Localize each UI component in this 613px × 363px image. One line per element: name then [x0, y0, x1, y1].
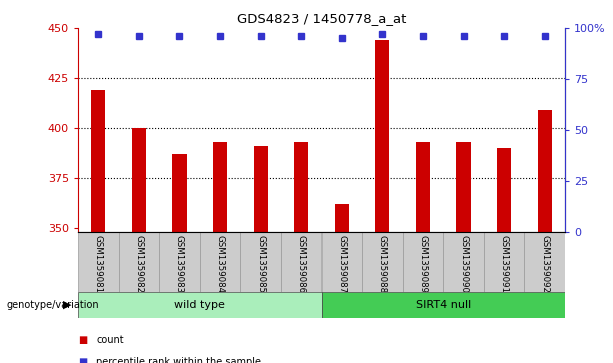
Bar	[497, 148, 511, 232]
Bar	[524, 232, 565, 292]
Text: GSM1359082: GSM1359082	[134, 235, 143, 293]
Text: percentile rank within the sample: percentile rank within the sample	[96, 356, 261, 363]
Bar	[335, 204, 349, 232]
Text: wild type: wild type	[174, 300, 225, 310]
Bar	[78, 292, 321, 318]
Bar	[403, 232, 443, 292]
Text: GSM1359085: GSM1359085	[256, 235, 265, 293]
Bar	[118, 232, 159, 292]
Bar	[281, 232, 321, 292]
Bar	[538, 110, 552, 232]
Text: ▶: ▶	[63, 300, 72, 310]
Bar	[240, 232, 281, 292]
Text: genotype/variation: genotype/variation	[6, 300, 99, 310]
Bar	[321, 292, 565, 318]
Text: GSM1359092: GSM1359092	[540, 235, 549, 293]
Text: GSM1359084: GSM1359084	[216, 235, 224, 293]
Bar	[91, 90, 105, 232]
Bar	[159, 232, 200, 292]
Bar	[294, 142, 308, 232]
Text: GSM1359081: GSM1359081	[94, 235, 103, 293]
Bar	[416, 142, 430, 232]
Text: count: count	[96, 335, 124, 345]
Bar	[78, 232, 118, 292]
Text: GSM1359089: GSM1359089	[419, 235, 427, 293]
Text: GSM1359086: GSM1359086	[297, 235, 306, 293]
Bar	[443, 232, 484, 292]
Bar	[321, 232, 362, 292]
Bar	[484, 232, 524, 292]
Text: GSM1359088: GSM1359088	[378, 235, 387, 293]
Text: ■: ■	[78, 335, 87, 345]
Bar	[172, 154, 186, 232]
Text: GSM1359091: GSM1359091	[500, 235, 509, 293]
Text: SIRT4 null: SIRT4 null	[416, 300, 471, 310]
Bar	[254, 146, 268, 232]
Text: GSM1359087: GSM1359087	[337, 235, 346, 293]
Bar	[375, 40, 389, 232]
Text: ■: ■	[78, 356, 87, 363]
Bar	[457, 142, 471, 232]
Bar	[362, 232, 403, 292]
Text: GSM1359083: GSM1359083	[175, 235, 184, 293]
Title: GDS4823 / 1450778_a_at: GDS4823 / 1450778_a_at	[237, 12, 406, 25]
Bar	[132, 128, 146, 232]
Bar	[213, 142, 227, 232]
Bar	[200, 232, 240, 292]
Text: GSM1359090: GSM1359090	[459, 235, 468, 293]
